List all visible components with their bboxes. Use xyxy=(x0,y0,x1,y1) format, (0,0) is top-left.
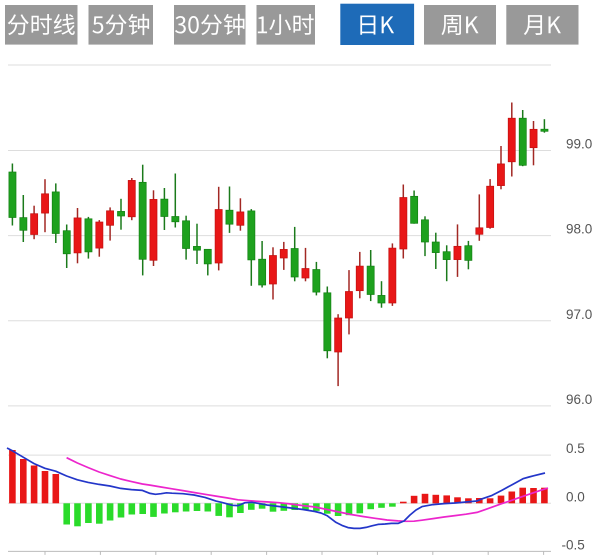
svg-text:-0.5: -0.5 xyxy=(562,537,585,552)
svg-text:99.0: 99.0 xyxy=(566,137,592,152)
svg-text:0.0: 0.0 xyxy=(566,489,585,504)
svg-text:97.0: 97.0 xyxy=(566,307,592,322)
svg-text:0.5: 0.5 xyxy=(566,441,585,456)
svg-text:98.0: 98.0 xyxy=(566,222,592,237)
svg-text:96.0: 96.0 xyxy=(566,392,592,407)
